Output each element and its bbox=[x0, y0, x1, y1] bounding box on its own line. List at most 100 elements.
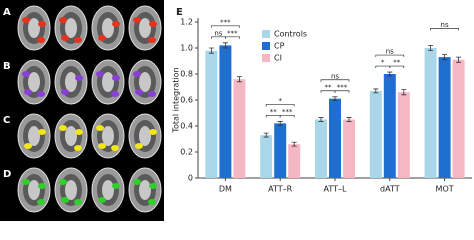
y-axis-label: Total integration bbox=[172, 67, 181, 133]
bar bbox=[438, 57, 451, 178]
bar bbox=[383, 74, 396, 178]
legend-label: Controls bbox=[274, 30, 307, 39]
significance-label: ** bbox=[270, 108, 278, 116]
panel-label: C bbox=[3, 115, 10, 126]
significance-label: * bbox=[381, 59, 385, 67]
error-bar bbox=[401, 89, 407, 96]
significance-bracket bbox=[225, 36, 240, 39]
y-tick-label: 0.6 bbox=[180, 96, 193, 105]
significance-bracket bbox=[320, 79, 350, 82]
activation-blob bbox=[98, 143, 106, 149]
activation-blob bbox=[74, 37, 82, 43]
error-bar bbox=[428, 45, 434, 51]
activation-blob bbox=[59, 17, 67, 23]
activation-blob bbox=[59, 125, 67, 131]
significance-bracket bbox=[375, 54, 405, 58]
activation-blob bbox=[38, 21, 46, 27]
bar bbox=[329, 98, 341, 178]
x-tick-label: MOT bbox=[436, 185, 454, 194]
activation-blob bbox=[24, 143, 32, 149]
bar bbox=[343, 119, 355, 178]
activation-blob bbox=[37, 37, 45, 43]
activation-blob bbox=[112, 21, 120, 27]
significance-label: ns bbox=[214, 29, 222, 37]
significance-label: *** bbox=[337, 83, 348, 91]
significance-bracket bbox=[279, 115, 295, 118]
brain-matter bbox=[28, 18, 40, 38]
significance-bracket bbox=[389, 65, 405, 69]
activation-blob bbox=[133, 71, 141, 77]
brain-matter bbox=[65, 180, 77, 200]
activation-blob bbox=[111, 145, 119, 151]
activation-blob bbox=[133, 179, 141, 185]
error-bar bbox=[346, 117, 352, 122]
y-tick-label: 1.2 bbox=[180, 18, 193, 27]
bar bbox=[219, 45, 232, 179]
page: E Total integration A B C D 0 0.2 0.4 0.6 0.8 1.0… bbox=[0, 0, 474, 221]
legend-label: CI bbox=[274, 54, 282, 63]
error-bar bbox=[373, 88, 379, 94]
significance-label: ns bbox=[386, 48, 394, 56]
activation-blob bbox=[135, 143, 143, 149]
significance-label: ns bbox=[441, 21, 449, 29]
significance-label: * bbox=[278, 97, 282, 105]
brain-matter bbox=[139, 180, 151, 200]
activation-blob bbox=[61, 89, 69, 95]
y-tick-label: 0.4 bbox=[180, 122, 193, 131]
significance-label: *** bbox=[220, 18, 231, 26]
legend-label: CP bbox=[274, 42, 285, 51]
bar bbox=[424, 48, 437, 178]
significance-label: ** bbox=[393, 59, 401, 67]
error-bar bbox=[291, 141, 297, 147]
brain-matter bbox=[102, 126, 114, 146]
activation-blob bbox=[98, 197, 106, 203]
bar bbox=[315, 119, 327, 178]
brain-matter bbox=[28, 72, 40, 92]
activation-blob bbox=[75, 75, 83, 81]
activation-blob bbox=[133, 17, 141, 23]
activation-blob bbox=[74, 145, 82, 151]
error-bar bbox=[332, 96, 338, 102]
activation-blob bbox=[22, 179, 30, 185]
error-bar bbox=[263, 132, 269, 138]
brain-matter bbox=[139, 18, 151, 38]
error-bar bbox=[387, 71, 393, 77]
legend-swatch bbox=[262, 54, 270, 62]
brain-matter bbox=[65, 18, 77, 38]
brain-matter bbox=[102, 18, 114, 38]
error-bar bbox=[222, 42, 228, 49]
bar bbox=[288, 144, 301, 178]
bar bbox=[205, 50, 218, 178]
panel-label: D bbox=[3, 169, 11, 180]
error-bar bbox=[277, 121, 283, 126]
error-bar bbox=[208, 47, 214, 54]
legend-swatch bbox=[262, 42, 270, 50]
brain-matter bbox=[65, 126, 77, 146]
bar bbox=[233, 79, 246, 178]
legend-swatch bbox=[262, 30, 270, 38]
brain-matter bbox=[139, 126, 151, 146]
brain-matter bbox=[102, 180, 114, 200]
x-tick-label: DM bbox=[219, 185, 232, 194]
activation-blob bbox=[38, 183, 46, 189]
brain-matter bbox=[28, 180, 40, 200]
activation-blob bbox=[135, 89, 143, 95]
activation-blob bbox=[148, 37, 156, 43]
significance-bracket bbox=[430, 28, 459, 31]
activation-blob bbox=[149, 129, 157, 135]
y-tick-label: 0 bbox=[188, 174, 193, 183]
bar bbox=[274, 123, 287, 178]
activation-blob bbox=[75, 129, 83, 135]
bar bbox=[260, 135, 273, 178]
activation-blob bbox=[148, 199, 156, 205]
activation-blob bbox=[148, 91, 156, 97]
error-bar bbox=[318, 117, 324, 122]
activation-blob bbox=[24, 89, 32, 95]
x-tick-label: ATT–L bbox=[324, 185, 347, 194]
significance-label: ns bbox=[331, 72, 339, 80]
significance-bracket bbox=[211, 25, 240, 28]
activation-blob bbox=[112, 183, 120, 189]
activation-blob bbox=[22, 17, 30, 23]
brain-matter bbox=[102, 72, 114, 92]
panel-label: B bbox=[3, 61, 11, 72]
